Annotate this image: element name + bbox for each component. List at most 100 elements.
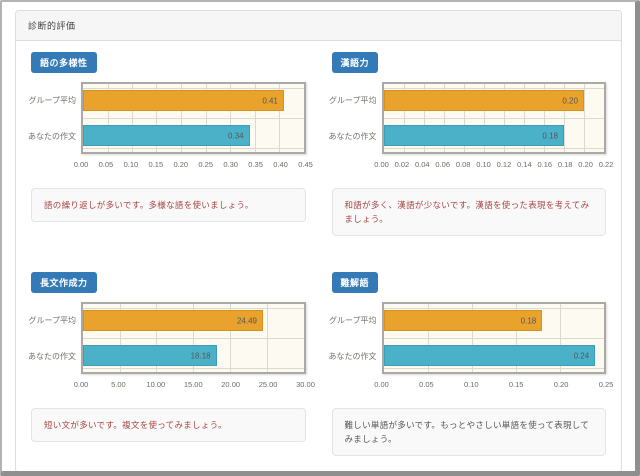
bar-value-label: 18.18: [190, 351, 211, 361]
bar-your-essay: 0.18: [383, 125, 564, 146]
category-label: あなたの作文: [28, 351, 76, 361]
x-tick-label: 15.00: [183, 380, 203, 390]
h-gridline: [383, 308, 604, 310]
bar-chart: グループ平均 あなたの作文 0.41 0.34 0.00 0.05 0.10 0.15 0.20…: [28, 82, 313, 172]
v-gridline: [483, 84, 485, 152]
x-tick-label: 0.45: [298, 160, 313, 169]
x-tick-label: 0.05: [98, 160, 114, 169]
v-gridline: [443, 84, 445, 152]
x-tick-label: 0.06: [435, 160, 451, 169]
bar-group-average: 0.20: [383, 90, 584, 111]
bar-your-essay: 0.24: [383, 345, 596, 367]
v-gridline: [156, 304, 158, 373]
v-gridline: [193, 304, 195, 373]
category-label: グループ平均: [328, 315, 377, 325]
feedback-message: 語の繰り返しが多いです。多様な語を使いましょう。: [31, 188, 306, 223]
chart-section-4: 難解語 グループ平均 あなたの作文 0.18 0.24 0.00 0.05 0.10 0.15 0…: [328, 272, 613, 457]
v-gridline: [583, 84, 585, 152]
category-label: あなたの作文: [328, 131, 377, 141]
diagnostic-evaluation-panel: 診断的評価 語の多様性 グループ平均 あなたの作文 0.41 0.34 0.00 0.05 0…: [15, 10, 622, 471]
bar-value-label: 0.34: [228, 131, 244, 140]
bar-value-label: 0.18: [542, 131, 558, 140]
bar-chart: グループ平均 あなたの作文 0.20 0.18 0.00 0.02 0.04 0.06 0.08…: [328, 82, 613, 172]
y-axis-labels: グループ平均 あなたの作文: [328, 82, 382, 154]
plot-wrap: 0.20 0.18 0.00 0.02 0.04 0.06 0.08 0.10 0.12 0.14…: [374, 82, 613, 172]
category-label: グループ平均: [328, 95, 377, 105]
v-gridline: [205, 84, 207, 152]
h-gridline: [83, 88, 304, 90]
bar-chart: グループ平均 あなたの作文 0.18 0.24 0.00 0.05 0.10 0.15 0.20…: [328, 302, 613, 392]
chart-section-3: 長文作成力グループ平均 あなたの作文 24.49 18.18 0.00 5.00 10.00…: [28, 272, 315, 456]
bar-value-label: 0.18: [520, 316, 537, 326]
x-tick-label: 30.00: [296, 380, 315, 390]
v-gridline: [181, 84, 182, 152]
h-gridline: [383, 338, 604, 340]
x-tick-label: 0.18: [557, 160, 573, 169]
x-tick-label: 0.14: [517, 160, 532, 169]
v-gridline: [523, 84, 525, 152]
plot-area: 24.49 18.18: [81, 302, 306, 375]
y-axis-labels: グループ平均 あなたの作文: [328, 302, 382, 374]
x-tick-label: 0.20: [578, 160, 593, 169]
v-gridline: [427, 304, 429, 373]
x-tick-label: 20.00: [221, 380, 241, 390]
y-axis-labels: グループ平均 あなたの作文: [28, 82, 81, 154]
bar-value-label: 0.24: [573, 351, 590, 361]
v-gridline: [463, 84, 465, 152]
bar-group-average: 0.18: [383, 310, 543, 332]
plot-wrap: 0.41 0.34 0.00 0.05 0.10 0.15 0.20 0.25 0.30 0.35…: [74, 82, 313, 172]
v-gridline: [279, 84, 280, 152]
x-tick-label: 0.40: [273, 160, 288, 169]
x-tick-label: 0.35: [248, 160, 263, 169]
bar-group-average: 0.41: [83, 90, 284, 111]
v-gridline: [229, 84, 231, 152]
x-tick-label: 10.00: [146, 380, 166, 390]
x-tick-label: 0.08: [455, 160, 471, 169]
bar-value-label: 0.41: [262, 96, 278, 105]
h-gridline: [383, 367, 604, 369]
chart-title-badge: 長文作成力: [31, 272, 97, 294]
panel-title: 診断的評価: [16, 11, 621, 41]
bar-group-average: 24.49: [83, 310, 263, 332]
x-axis-ticks: 0.00 0.05 0.10 0.15 0.20 0.25 0.30 0.35 0.40 0.45: [74, 160, 313, 172]
feedback-message: 和語が多く、漢語が少ないです。漢語を使った表現を考えてみましょう。: [331, 188, 606, 237]
chart-title-badge: 漢語力: [331, 52, 379, 73]
x-tick-label: 25.00: [258, 380, 278, 390]
plot-area: 0.20 0.18: [381, 82, 606, 154]
x-tick-label: 0.00: [374, 380, 389, 390]
x-tick-label: 0.30: [223, 160, 238, 169]
x-tick-label: 0.00: [374, 160, 389, 169]
chart-title-badge: 難解語: [331, 272, 379, 294]
v-gridline: [563, 84, 565, 152]
chart-section-1: 語の多様性 グループ平均 あなたの作文 0.41 0.34 0.00 0.05 0.10 0.1…: [28, 52, 313, 236]
x-tick-label: 0.04: [415, 160, 430, 169]
x-tick-label: 0.10: [123, 160, 139, 169]
x-tick-label: 0.00: [73, 380, 89, 390]
panel-body: 語の多様性 グループ平均 あなたの作文 0.41 0.34 0.00 0.05 0.10 0.1…: [16, 41, 621, 471]
y-axis-labels: グループ平均 あなたの作文: [28, 302, 81, 374]
v-gridline: [471, 304, 473, 373]
plot-wrap: 24.49 18.18 0.00 5.00 10.00 15.00 20.00 25.00 30…: [74, 302, 315, 392]
chart-section-2: 漢語力 グループ平均 あなたの作文 0.20 0.18 0.00 0.02 0.04 0.06 0…: [328, 52, 613, 237]
bar-value-label: 24.49: [236, 316, 257, 326]
feedback-message: 短い文が多いです。複文を使ってみましょう。: [31, 408, 306, 443]
bar-chart: グループ平均 あなたの作文 24.49 18.18 0.00 5.00 10.00 15.00…: [28, 302, 315, 392]
x-tick-label: 0.22: [598, 160, 614, 169]
v-gridline: [543, 84, 545, 152]
bar-your-essay: 18.18: [83, 345, 217, 367]
category-label: あなたの作文: [328, 351, 377, 361]
x-tick-label: 0.25: [598, 380, 614, 390]
x-tick-label: 0.25: [198, 160, 214, 169]
v-gridline: [403, 84, 405, 152]
h-gridline: [383, 147, 604, 149]
x-tick-label: 0.15: [148, 160, 164, 169]
x-axis-ticks: 0.00 0.02 0.04 0.06 0.08 0.10 0.12 0.14 0.16 0.18…: [374, 160, 613, 172]
h-gridline: [83, 118, 304, 119]
x-tick-label: 0.10: [463, 380, 479, 390]
feedback-message: 難しい単語が多いです。もっとやさしい単語を使って表現してみましょう。: [331, 408, 606, 457]
v-gridline: [559, 304, 561, 373]
charts-grid: 語の多様性 グループ平均 あなたの作文 0.41 0.34 0.00 0.05 0.10 0.1…: [28, 52, 613, 457]
x-tick-label: 0.05: [419, 380, 434, 390]
x-tick-label: 5.00: [111, 380, 126, 390]
